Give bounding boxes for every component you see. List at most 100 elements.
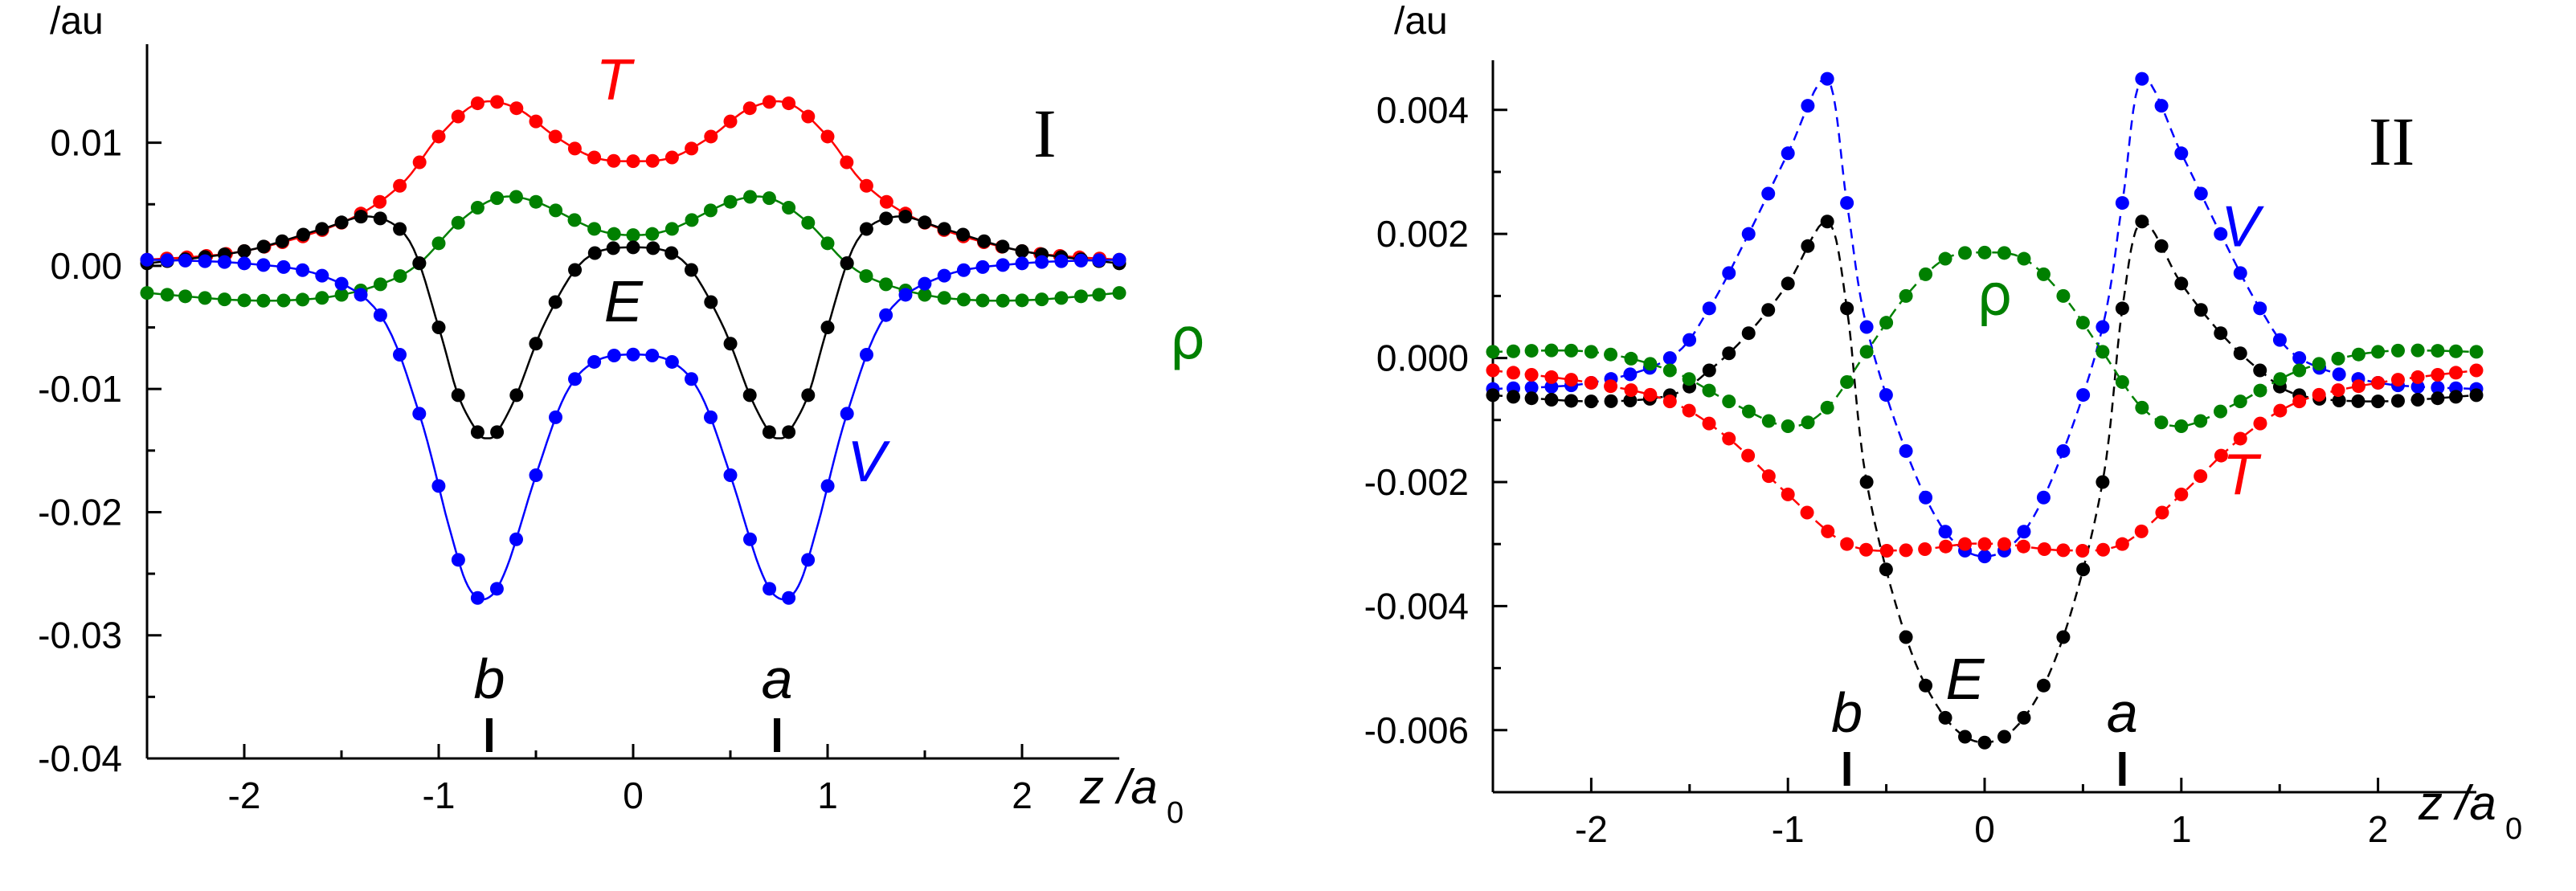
panel-ii-series-t-point [1879, 543, 1894, 558]
panel-ii-series-rho-point [1682, 372, 1696, 386]
panel-i-series-e-point [548, 295, 562, 309]
panel-i-marker-label-a: a [762, 648, 793, 710]
panel-ii-x-tick-label: 0 [1974, 808, 1995, 850]
panel-ii-series-v-point [2410, 379, 2425, 394]
panel-ii-series-t-point [1859, 542, 1874, 557]
panel-ii-series-t-point [1486, 363, 1500, 378]
panel-i-series-v-point [276, 260, 291, 274]
panel-ii-series-e-point [1977, 735, 1992, 750]
panel-i-series-v-point [937, 268, 951, 283]
panel-i-series-v-point [664, 354, 679, 369]
panel-ii-series-t-point [2253, 416, 2267, 431]
panel-i-series-v-point [587, 354, 602, 369]
panel-i-series-e-point [704, 295, 718, 309]
panel-ii-series-rho-point [2292, 363, 2307, 378]
panel-i-series-e-point [723, 337, 738, 351]
panel-ii-series-e-point [1524, 391, 1539, 406]
panel-ii-series-rho-point [1584, 345, 1598, 359]
panel-i-series-v-point [763, 582, 777, 596]
panel-i-series-v-point [178, 253, 193, 268]
panel-ii-series-t-point [2155, 505, 2169, 520]
panel-ii-series-v-point [2332, 367, 2346, 382]
panel-i-series-v-point [256, 258, 271, 272]
panel-i-series-rho-point [801, 215, 816, 230]
panel-i-series-e-point [782, 425, 796, 439]
panel-i-series-t-point [723, 114, 738, 129]
panel-i-series-e-point [801, 388, 816, 403]
panel-ii-series-t-point [2016, 539, 2030, 554]
panel-ii: 0.004 0.002 0.000 -0.002 -0.004 -0.006 -2 -1 0 1 2… [1364, 0, 2523, 850]
panel-ii-series-t-point [2273, 403, 2288, 418]
panel-i-series-rho-point [217, 292, 231, 307]
panel-ii-series-e-point [1564, 394, 1579, 408]
panel-i-panel-label: I [1033, 95, 1057, 172]
panel-i-series-v-point [820, 479, 835, 493]
panel-ii-series-e-point [2390, 394, 2405, 408]
panel-ii-series-t-point [2115, 537, 2129, 551]
panel-i-series-rho-point [743, 190, 758, 204]
panel-ii-series-v-point [2174, 146, 2189, 161]
panel-ii-series-e-point [2174, 276, 2189, 291]
panel-i-series-rho-point [431, 236, 446, 251]
panel-i-series-e-point [762, 425, 776, 439]
panel-i-series-rho-point [567, 213, 582, 227]
panel-i-series-v-point [1054, 254, 1069, 268]
panel-i-series-e-point [412, 256, 427, 271]
panel-ii-series-rho-point [1879, 316, 1894, 330]
panel-ii-series-e-point [1820, 215, 1834, 229]
panel-ii-series-rho-point [1524, 344, 1539, 358]
panel-ii-series-rho-point [2135, 400, 2149, 415]
panel-ii-series-rho-point [2331, 351, 2345, 366]
panel-i-series-rho-point [859, 269, 873, 284]
panel-ii-series-t-point [1918, 542, 1932, 556]
panel-i-x-tick-label: 1 [817, 775, 838, 816]
panel-i-series-e-point [431, 321, 446, 335]
panel-ii-series-v-point [2036, 490, 2051, 505]
panel-ii-series-rho-point [2036, 267, 2051, 281]
panel-ii-series-t-point [2390, 373, 2405, 387]
panel-ii-series-rho-point [1564, 343, 1579, 358]
panel-i-x-axis-label-subscript: 0 [1167, 796, 1184, 830]
panel-ii-x-tick-label: -1 [1772, 808, 1805, 850]
panel-ii-series-rho-point [1859, 345, 1874, 359]
panel-ii-series-t-point [1781, 487, 1795, 501]
panel-ii-series-rho-point [2371, 345, 2386, 359]
panel-i-series-v-point [645, 349, 660, 363]
panel-ii-series-rho-point [2096, 345, 2110, 359]
panel-ii-series-t-point [1564, 373, 1579, 387]
panel-i-series-e-point [256, 239, 271, 254]
panel-ii-series-t-point [1643, 387, 1658, 402]
panel-ii-series-v-point [1859, 320, 1874, 334]
panel-i-series-e-point [296, 227, 310, 242]
panel-ii-series-v-point [2272, 333, 2287, 347]
panel-i-series-v-point [801, 553, 816, 567]
panel-i-x-tick-label: -1 [423, 775, 456, 816]
panel-i-series-rho-point [1054, 291, 1069, 305]
panel-ii-series-t-point [1604, 379, 1618, 394]
panel-i-series-e-point [587, 246, 602, 260]
panel-i-series-rho-point [975, 293, 990, 308]
panel-ii-series-e-point [2469, 388, 2484, 403]
panel-ii-series-e-point [2154, 239, 2169, 253]
panel-i-series-t-point [607, 153, 621, 168]
panel-i-series-v-point [684, 372, 698, 386]
panel-ii-series-v-point [2253, 301, 2267, 316]
panel-ii-series-v-line [1492, 77, 2477, 558]
panel-i-series-v-point [315, 268, 329, 283]
panel-ii-x-axis-label: z /a [2418, 776, 2496, 830]
panel-ii-x-axis-label-subscript: 0 [2505, 812, 2522, 846]
panel-ii-series-v-point [1662, 351, 1677, 366]
panel-ii-series-v-point [1623, 367, 1638, 382]
panel-ii-series-rho-point [1820, 400, 1834, 415]
panel-ii-series-rho-point [2390, 343, 2405, 358]
panel-ii-series-v-point [1977, 550, 1992, 564]
panel-i-series-v-point [1112, 252, 1126, 267]
panel-ii-series-v-point [1919, 490, 1933, 505]
panel-i-series-v-point [217, 255, 231, 269]
panel-i-series-v-point [626, 347, 640, 362]
panel-ii-series-rho-point [2469, 345, 2484, 359]
panel-i-series-v-point [470, 591, 485, 605]
panel-ii-series-e-point [1544, 393, 1559, 407]
panel-ii-series-rho-point [2017, 251, 2031, 266]
panel-i-series-t-point [704, 129, 718, 144]
